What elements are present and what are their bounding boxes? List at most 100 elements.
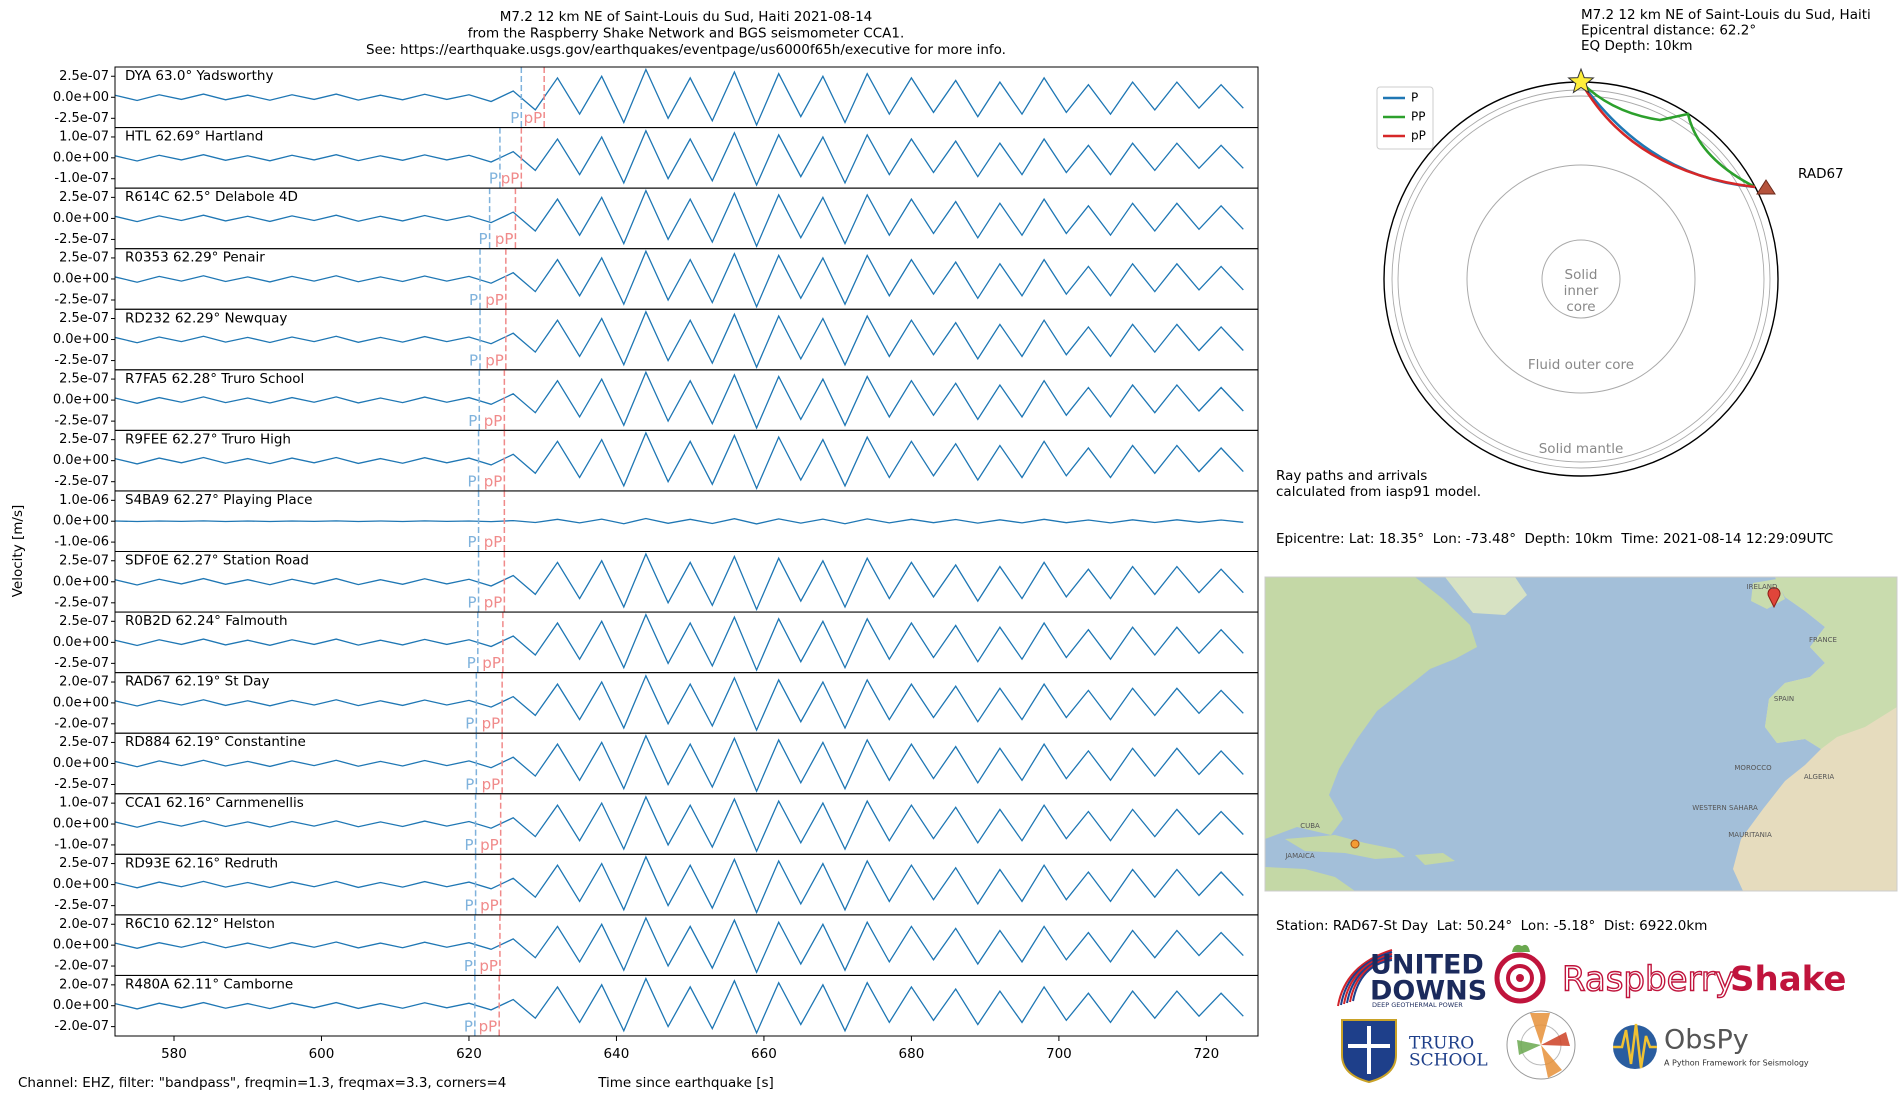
layer-label: Solid mantle xyxy=(1539,441,1624,457)
epicentre-info: Epicentre: Lat: 18.35° Lon: -73.48° Dept… xyxy=(1276,531,1833,547)
logo-stripe xyxy=(1346,955,1393,1004)
y-tick-label: -2.5e-07 xyxy=(54,777,109,792)
y-tick-label: 2.5e-07 xyxy=(59,432,109,447)
y-tick-label: -2.5e-07 xyxy=(54,111,109,126)
map-label: CUBA xyxy=(1300,822,1320,830)
y-tick-label: 2.0e-07 xyxy=(59,675,109,690)
y-tick-label: 0.0e+00 xyxy=(53,393,109,408)
x-tick-label: 620 xyxy=(456,1046,482,1062)
arrival-label: P xyxy=(510,109,519,127)
trace-label: R7FA5 62.28° Truro School xyxy=(125,371,304,387)
waveform xyxy=(115,916,1244,974)
logo-text: Shake xyxy=(1730,960,1846,1000)
waveform xyxy=(115,976,1244,1035)
trace-label: RD93E 62.16° Redruth xyxy=(125,855,278,871)
trace-label: R480A 62.11° Camborne xyxy=(125,976,293,992)
waveform xyxy=(115,129,1244,187)
waveform xyxy=(115,674,1244,732)
waveform xyxy=(115,612,1244,672)
y-tick-label: 0.0e+00 xyxy=(53,90,109,105)
y-tick-label: 2.0e-07 xyxy=(59,917,109,932)
epicentre-star xyxy=(1567,67,1595,94)
trace-label: RD232 62.29° Newquay xyxy=(125,310,287,326)
y-tick-label: -2.5e-07 xyxy=(54,353,109,368)
waveform xyxy=(115,188,1244,248)
station-info: Station: RAD67-St Day Lat: 50.24° Lon: -… xyxy=(1276,918,1707,934)
map-label: WESTERN SAHARA xyxy=(1692,804,1758,812)
waveform xyxy=(115,249,1244,309)
ray-note: Ray paths and arrivals xyxy=(1276,468,1427,484)
legend-label: pP xyxy=(1411,129,1426,143)
land xyxy=(1285,835,1405,859)
station-pin xyxy=(1767,587,1781,609)
waveform xyxy=(115,370,1244,430)
trace-label: R0B2D 62.24° Falmouth xyxy=(125,613,288,629)
logo-text: SCHOOL xyxy=(1409,1051,1488,1071)
map-label: IRELAND xyxy=(1747,583,1778,591)
y-tick-label: 0.0e+00 xyxy=(53,756,109,771)
logo-rose-wedge xyxy=(1541,1045,1562,1078)
chart-title: M7.2 12 km NE of Saint-Louis du Sud, Hai… xyxy=(500,9,873,25)
trace-label: RAD67 62.19° St Day xyxy=(125,674,269,690)
logo-rose-wedge xyxy=(1517,1040,1541,1055)
map-label: SPAIN xyxy=(1774,695,1794,703)
map-inner: IRELAND FRANCE SPAIN MOROCCO ALGERIA WESTERN … xyxy=(1265,577,1897,891)
y-tick-label: -1.0e-06 xyxy=(54,535,109,550)
y-tick-label: 0.0e+00 xyxy=(53,817,109,832)
y-tick-label: -1.0e-07 xyxy=(54,837,109,852)
map-label: MOROCCO xyxy=(1734,764,1772,772)
y-tick-label: 0.0e+00 xyxy=(53,514,109,529)
ray-note: calculated from iasp91 model. xyxy=(1276,484,1481,500)
ray-title: M7.2 12 km NE of Saint-Louis du Sud, Hai… xyxy=(1581,7,1871,23)
layer-label: Solid xyxy=(1565,267,1598,283)
arrival-label: pP xyxy=(501,170,520,188)
x-tick-label: 640 xyxy=(604,1046,630,1062)
arrival-label: pP xyxy=(484,412,503,430)
trace-label: SDF0E 62.27° Station Road xyxy=(125,553,309,569)
waveform xyxy=(115,67,1244,127)
epicentre-marker xyxy=(1350,839,1360,849)
layer-label: core xyxy=(1566,299,1595,315)
caption: Channel: EHZ, filter: "bandpass", freqmi… xyxy=(18,1075,506,1091)
layer-label: inner xyxy=(1564,283,1599,299)
arrival-label: P xyxy=(489,170,498,188)
land xyxy=(1765,577,1897,749)
station-marker xyxy=(1756,179,1776,195)
arrival-label: pP xyxy=(479,957,498,975)
arrival-label: P xyxy=(468,533,477,551)
arrival-label: P xyxy=(469,291,478,309)
arrival-label: P xyxy=(465,715,474,733)
y-tick-label: -1.0e-07 xyxy=(54,171,109,186)
logo-text: A Python Framework for Seismology xyxy=(1664,1059,1809,1068)
arrival-label: pP xyxy=(482,654,501,672)
arrival-label: P xyxy=(468,472,477,490)
y-tick-label: 2.5e-07 xyxy=(59,69,109,84)
waveform xyxy=(115,552,1244,612)
y-tick-label: -2.5e-07 xyxy=(54,474,109,489)
arrival-label: pP xyxy=(480,836,499,854)
arrival-label: pP xyxy=(485,291,504,309)
logo-icon xyxy=(1494,952,1546,1004)
x-tick-label: 580 xyxy=(161,1046,187,1062)
y-tick-label: 2.5e-07 xyxy=(59,372,109,387)
y-tick-label: 0.0e+00 xyxy=(53,271,109,286)
y-tick-label: -2.5e-07 xyxy=(54,292,109,307)
x-tick-label: 600 xyxy=(309,1046,335,1062)
ray-title: EQ Depth: 10km xyxy=(1581,38,1693,54)
chart-title: See: https://earthquake.usgs.gov/earthqu… xyxy=(366,42,1006,58)
y-tick-label: 0.0e+00 xyxy=(53,574,109,589)
legend-label: P xyxy=(1411,91,1418,105)
logo-text: DOWNS xyxy=(1370,976,1487,1007)
arrival-label: P xyxy=(465,836,474,854)
arrival-label: pP xyxy=(484,472,503,490)
land xyxy=(1415,853,1455,865)
land xyxy=(1265,577,1477,839)
y-tick-label: 0.0e+00 xyxy=(53,998,109,1013)
land xyxy=(1265,867,1355,891)
y-tick-label: 2.5e-07 xyxy=(59,250,109,265)
arrival-label: pP xyxy=(482,775,501,793)
y-tick-label: 0.0e+00 xyxy=(53,635,109,650)
arrival-label: P xyxy=(464,957,473,975)
layer-label: Fluid outer core xyxy=(1528,357,1634,373)
